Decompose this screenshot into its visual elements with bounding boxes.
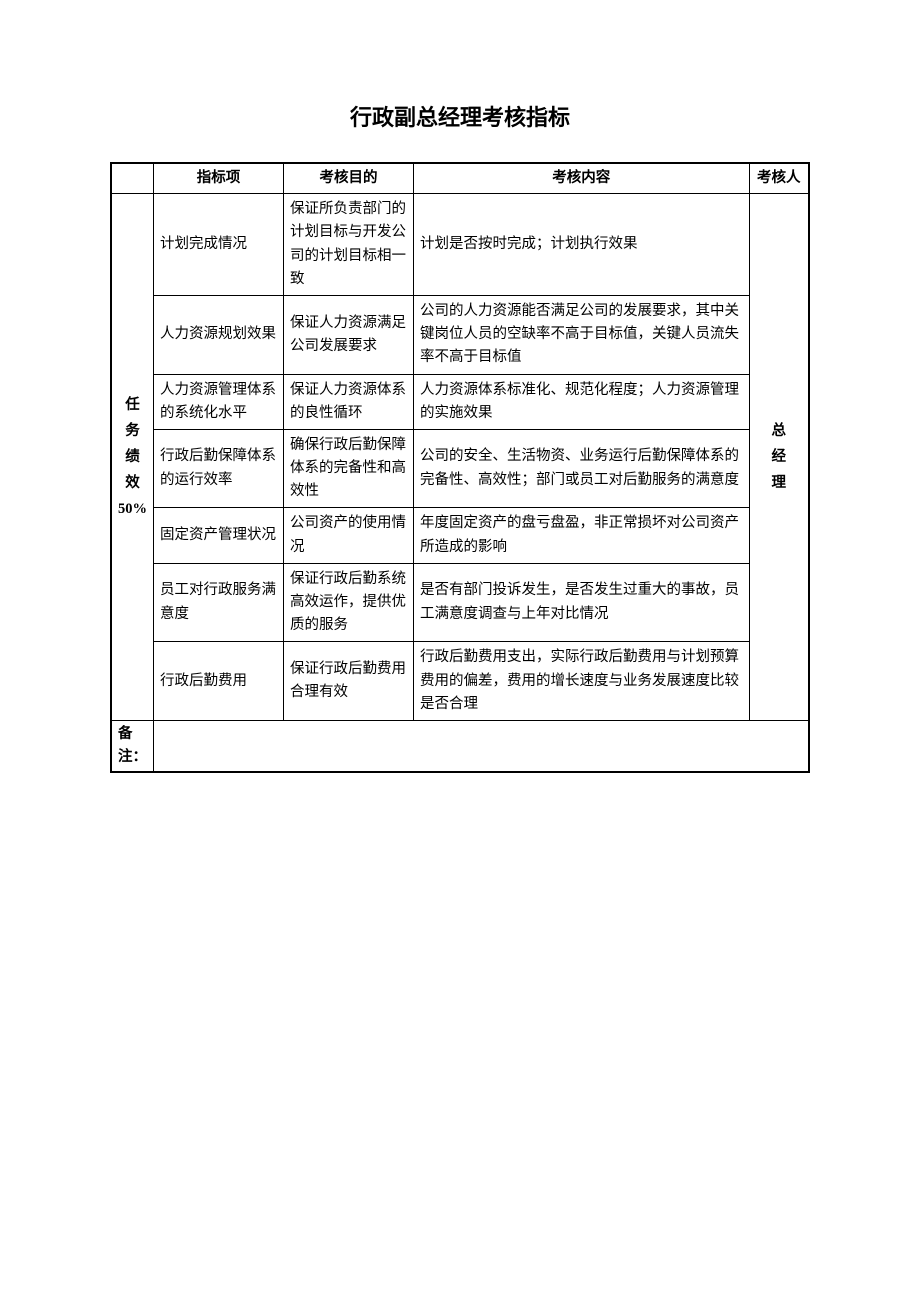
purpose-cell: 保证行政后勤费用合理有效 [284,642,414,721]
table-row: 任务绩效 50% 计划完成情况 保证所负责部门的计划目标与开发公司的计划目标相一… [111,194,809,296]
indicator-cell: 人力资源规划效果 [154,295,284,374]
content-cell: 是否有部门投诉发生，是否发生过重大的事故，员工满意度调查与上年对比情况 [414,563,750,642]
header-assessor: 考核人 [749,163,809,194]
table-row: 人力资源规划效果 保证人力资源满足公司发展要求 公司的人力资源能否满足公司的发展… [111,295,809,374]
document-title: 行政副总经理考核指标 [110,100,810,132]
purpose-cell: 确保行政后勤保障体系的完备性和高效性 [284,429,414,508]
content-cell: 公司的人力资源能否满足公司的发展要求，其中关键岗位人员的空缺率不高于目标值，关键… [414,295,750,374]
purpose-cell: 保证行政后勤系统高效运作，提供优质的服务 [284,563,414,642]
purpose-cell: 保证人力资源满足公司发展要求 [284,295,414,374]
purpose-cell: 保证人力资源体系的良性循环 [284,374,414,429]
table-row: 行政后勤保障体系的运行效率 确保行政后勤保障体系的完备性和高效性 公司的安全、生… [111,429,809,508]
purpose-cell: 保证所负责部门的计划目标与开发公司的计划目标相一致 [284,194,414,296]
content-cell: 公司的安全、生活物资、业务运行后勤保障体系的完备性、高效性；部门或员工对后勤服务… [414,429,750,508]
indicator-cell: 人力资源管理体系的系统化水平 [154,374,284,429]
indicator-cell: 行政后勤费用 [154,642,284,721]
content-cell: 计划是否按时完成；计划执行效果 [414,194,750,296]
header-content: 考核内容 [414,163,750,194]
header-purpose: 考核目的 [284,163,414,194]
remark-content [154,720,810,772]
category-cell: 任务绩效 50% [111,194,154,721]
indicator-cell: 计划完成情况 [154,194,284,296]
indicator-cell: 员工对行政服务满意度 [154,563,284,642]
table-row: 人力资源管理体系的系统化水平 保证人力资源体系的良性循环 人力资源体系标准化、规… [111,374,809,429]
table-row: 员工对行政服务满意度 保证行政后勤系统高效运作，提供优质的服务 是否有部门投诉发… [111,563,809,642]
header-blank [111,163,154,194]
content-cell: 年度固定资产的盘亏盘盈，非正常损坏对公司资产所造成的影响 [414,508,750,563]
purpose-cell: 公司资产的使用情况 [284,508,414,563]
assessor-label: 总经理 [772,418,787,496]
content-cell: 行政后勤费用支出，实际行政后勤费用与计划预算费用的偏差，费用的增长速度与业务发展… [414,642,750,721]
table-row: 行政后勤费用 保证行政后勤费用合理有效 行政后勤费用支出，实际行政后勤费用与计划… [111,642,809,721]
header-indicator: 指标项 [154,163,284,194]
indicator-cell: 行政后勤保障体系的运行效率 [154,429,284,508]
table-header-row: 指标项 考核目的 考核内容 考核人 [111,163,809,194]
indicator-cell: 固定资产管理状况 [154,508,284,563]
assessment-table: 指标项 考核目的 考核内容 考核人 任务绩效 50% 计划完成情况 保证所负责部… [110,162,810,773]
content-cell: 人力资源体系标准化、规范化程度；人力资源管理的实施效果 [414,374,750,429]
remark-label: 备注： [111,720,154,772]
table-row: 固定资产管理状况 公司资产的使用情况 年度固定资产的盘亏盘盈，非正常损坏对公司资… [111,508,809,563]
category-percent: 50% [118,501,147,517]
assessor-cell: 总经理 [749,194,809,721]
remark-row: 备注： [111,720,809,772]
category-label: 任务绩效 [125,392,140,496]
